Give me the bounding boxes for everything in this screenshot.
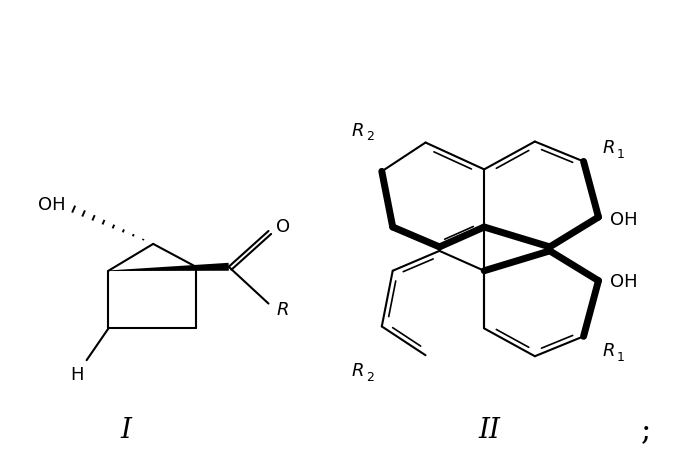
Text: 1: 1 (616, 148, 624, 161)
Text: 2: 2 (366, 370, 374, 383)
Text: I: I (121, 416, 132, 443)
Text: 1: 1 (616, 350, 624, 363)
Text: OH: OH (610, 272, 638, 290)
Text: OH: OH (38, 196, 66, 214)
Polygon shape (108, 263, 229, 271)
Text: R: R (352, 121, 364, 139)
Text: ;: ; (641, 414, 651, 445)
Text: II: II (478, 416, 500, 443)
Text: H: H (70, 365, 83, 383)
Text: R: R (352, 361, 364, 379)
Text: R: R (603, 139, 615, 157)
Text: R: R (277, 300, 289, 318)
Text: OH: OH (610, 211, 638, 229)
Text: 2: 2 (366, 130, 374, 143)
Text: O: O (277, 218, 291, 235)
Text: R: R (603, 341, 615, 359)
